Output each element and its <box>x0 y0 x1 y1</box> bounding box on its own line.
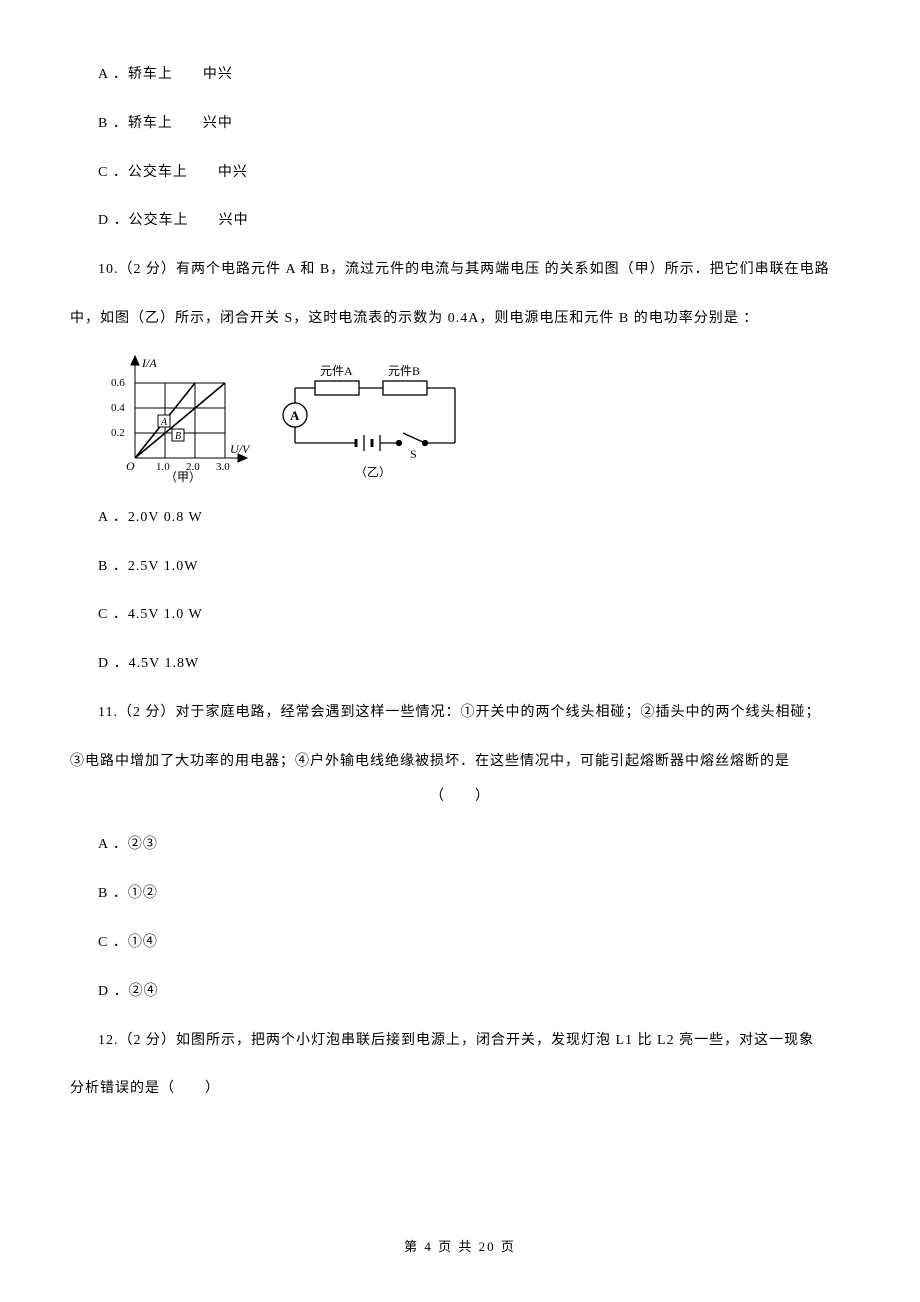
graph-ytick-2: 0.4 <box>111 402 125 414</box>
graph-marker-b: B <box>175 431 181 442</box>
q11-option-d[interactable]: D ．②④ <box>98 977 850 1008</box>
q9-option-c[interactable]: C ．公交车上 中兴 <box>98 158 850 189</box>
circuit-label-b: 元件B <box>388 364 420 378</box>
circuit-caption: （乙） <box>355 465 391 479</box>
q12-stem-line2: 分析错误的是（ ） <box>70 1074 850 1105</box>
q9-option-d[interactable]: D ．公交车上 兴中 <box>98 206 850 237</box>
q9-option-a[interactable]: A ．轿车上 中兴 <box>98 60 850 91</box>
q10-graph: I/A U/V 0.6 0.4 0.2 O 1.0 2.0 3.0 （甲） A … <box>100 353 255 483</box>
q11-stem-line2-text: ③电路中增加了大功率的用电器；④户外输电线绝缘被损坏．在这些情况中，可能引起熔断… <box>70 754 790 769</box>
circuit-switch: S <box>410 447 417 461</box>
circuit-ammeter: A <box>290 408 300 423</box>
graph-ylabel: I/A <box>141 356 157 370</box>
graph-ytick-1: 0.2 <box>111 427 125 439</box>
q12-stem-line1: 12.（2 分）如图所示，把两个小灯泡串联后接到电源上，闭合开关，发现灯泡 L1… <box>70 1026 850 1057</box>
q10-option-c[interactable]: C ．4.5V 1.0 W <box>98 600 850 631</box>
q11-option-b[interactable]: B ．①② <box>98 879 850 910</box>
q11-option-c[interactable]: C ．①④ <box>98 928 850 959</box>
q10-option-a[interactable]: A ．2.0V 0.8 W <box>98 503 850 534</box>
q10-stem-line2: 中，如图（乙）所示，闭合开关 S，这时电流表的示数为 0.4A，则电源电压和元件… <box>70 304 850 335</box>
q10-stem-line1: 10.（2 分）有两个电路元件 A 和 B，流过元件的电流与其两端电压 的关系如… <box>70 255 850 286</box>
graph-caption: （甲） <box>165 470 201 483</box>
graph-xtick-3: 3.0 <box>216 461 230 473</box>
q10-option-d[interactable]: D ．4.5V 1.8W <box>98 649 850 680</box>
q11-stem-line2: ③电路中增加了大功率的用电器；④户外输电线绝缘被损坏．在这些情况中，可能引起熔断… <box>70 747 850 813</box>
q9-option-b[interactable]: B ．轿车上 兴中 <box>98 109 850 140</box>
q11-paren: （ ） <box>70 782 850 813</box>
circuit-label-a: 元件A <box>320 364 353 378</box>
q11-option-a[interactable]: A ．②③ <box>98 830 850 861</box>
q10-option-b[interactable]: B ．2.5V 1.0W <box>98 552 850 583</box>
q10-figure: I/A U/V 0.6 0.4 0.2 O 1.0 2.0 3.0 （甲） A … <box>100 353 850 483</box>
graph-xlabel: U/V <box>230 442 251 456</box>
page-footer: 第 4 页 共 20 页 <box>0 1233 920 1262</box>
q10-circuit: 元件A 元件B A S （乙） <box>275 353 475 483</box>
graph-ytick-3: 0.6 <box>111 377 125 389</box>
q11-stem-line1: 11.（2 分）对于家庭电路，经常会遇到这样一些情况：①开关中的两个线头相碰；②… <box>70 698 850 729</box>
graph-marker-a: A <box>160 417 168 428</box>
graph-origin: O <box>126 459 135 473</box>
